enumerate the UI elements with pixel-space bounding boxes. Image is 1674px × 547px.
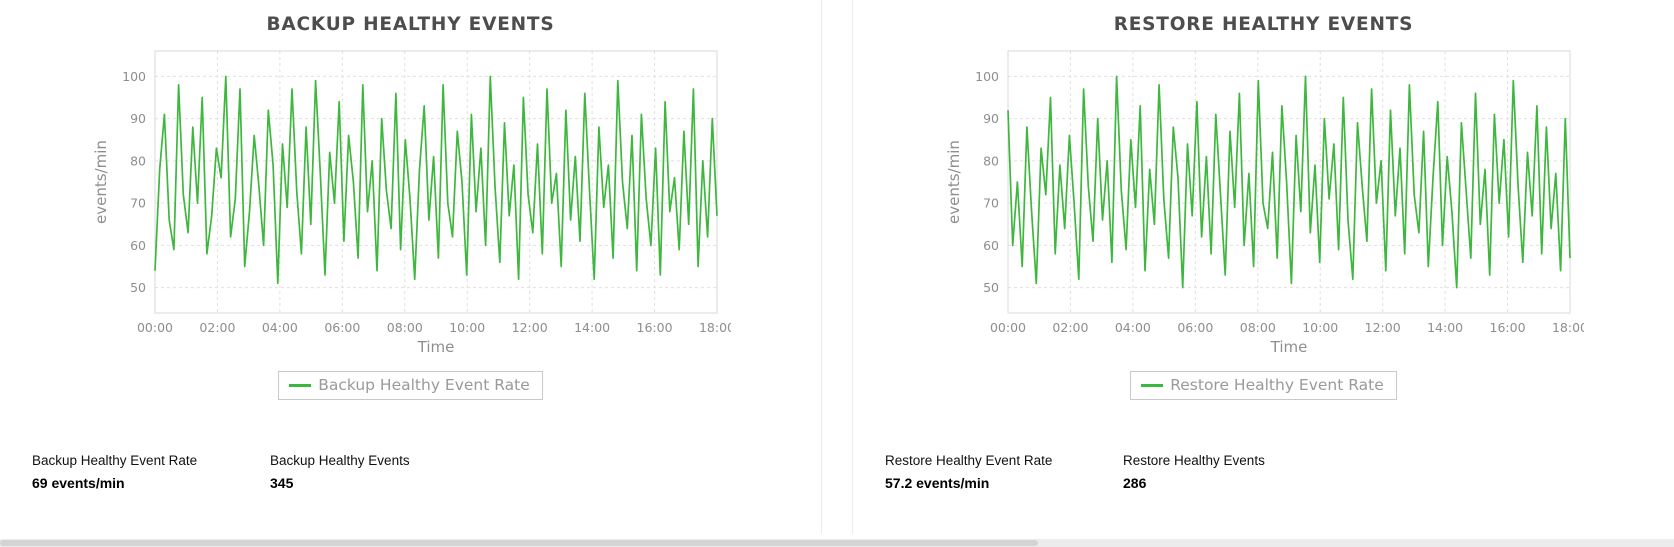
svg-text:100: 100 [122, 69, 146, 84]
stat-item: Restore Healthy Events 286 [1123, 450, 1361, 494]
restore-events-panel: RESTORE HEALTHY EVENTS 00:00 02:00 04:00 06… [852, 0, 1674, 534]
svg-text:60: 60 [983, 238, 999, 253]
stat-item: Backup Healthy Events 345 [270, 450, 508, 494]
svg-text:80: 80 [983, 153, 999, 168]
svg-text:Time: Time [1269, 338, 1307, 356]
svg-text:00:00: 00:00 [136, 320, 172, 335]
backup-events-panel: BACKUP HEALTHY EVENTS 00:00 02:00 04:00 06:… [0, 0, 822, 534]
svg-text:16:00: 16:00 [1489, 320, 1525, 335]
stat-value: 69 events/min [32, 474, 125, 491]
svg-text:06:00: 06:00 [324, 320, 360, 335]
svg-text:04:00: 04:00 [261, 320, 297, 335]
svg-text:12:00: 12:00 [1364, 320, 1400, 335]
svg-text:50: 50 [983, 280, 999, 295]
stat-label: Restore Healthy Event Rate [885, 453, 1053, 468]
svg-text:80: 80 [130, 153, 146, 168]
restore-legend[interactable]: Restore Healthy Event Rate [1130, 371, 1397, 400]
svg-text:90: 90 [983, 111, 999, 126]
horizontal-scrollbar[interactable] [0, 539, 1674, 547]
svg-text:18:00: 18:00 [1551, 320, 1583, 335]
svg-text:08:00: 08:00 [386, 320, 422, 335]
backup-legend[interactable]: Backup Healthy Event Rate [278, 371, 543, 400]
stat-label: Restore Healthy Events [1123, 453, 1265, 468]
svg-text:events/min: events/min [92, 140, 110, 224]
horizontal-scrollbar-thumb[interactable] [0, 540, 1038, 546]
svg-text:10:00: 10:00 [449, 320, 485, 335]
stat-item: Restore Healthy Event Rate 57.2 events/m… [885, 450, 1123, 494]
svg-text:00:00: 00:00 [989, 320, 1025, 335]
restore-legend-row: Restore Healthy Event Rate [853, 371, 1674, 400]
backup-chart-title: BACKUP HEALTHY EVENTS [266, 14, 555, 35]
svg-text:100: 100 [975, 69, 999, 84]
svg-text:90: 90 [130, 111, 146, 126]
stat-label: Backup Healthy Events [270, 453, 410, 468]
legend-label: Restore Healthy Event Rate [1170, 376, 1384, 394]
svg-text:02:00: 02:00 [1052, 320, 1088, 335]
svg-text:12:00: 12:00 [511, 320, 547, 335]
legend-line-swatch [289, 383, 312, 387]
svg-text:10:00: 10:00 [1302, 320, 1338, 335]
stat-label: Backup Healthy Event Rate [32, 453, 198, 468]
backup-legend-row: Backup Healthy Event Rate [0, 371, 821, 400]
svg-text:70: 70 [983, 196, 999, 211]
dashboard-panels: BACKUP HEALTHY EVENTS 00:00 02:00 04:00 06:… [0, 0, 1674, 534]
svg-text:06:00: 06:00 [1177, 320, 1213, 335]
stat-item: Backup Healthy Event Rate 69 events/min [32, 450, 270, 494]
svg-text:14:00: 14:00 [574, 320, 610, 335]
svg-text:18:00: 18:00 [698, 320, 730, 335]
restore-stats-row: Restore Healthy Event Rate 57.2 events/m… [853, 450, 1674, 494]
svg-text:Time: Time [416, 338, 454, 356]
svg-text:02:00: 02:00 [199, 320, 235, 335]
svg-text:04:00: 04:00 [1114, 320, 1150, 335]
restore-chart-title: RESTORE HEALTHY EVENTS [1113, 14, 1414, 35]
svg-text:60: 60 [130, 238, 146, 253]
stat-value: 286 [1123, 474, 1147, 491]
restore-chart-area: 00:00 02:00 04:00 06:00 08:00 10:00 12:00 14:00… [944, 39, 1584, 361]
svg-text:events/min: events/min [945, 140, 963, 224]
svg-text:70: 70 [130, 196, 146, 211]
restore-events-line-chart: 00:00 02:00 04:00 06:00 08:00 10:00 12:00 14:00… [945, 50, 1584, 356]
backup-chart-area: 00:00 02:00 04:00 06:00 08:00 10:00 12:00 14:00… [91, 39, 731, 361]
backup-events-line-chart: 00:00 02:00 04:00 06:00 08:00 10:00 12:00 14:00… [92, 50, 731, 356]
svg-text:50: 50 [130, 280, 146, 295]
backup-stats-row: Backup Healthy Event Rate 69 events/min … [0, 450, 821, 494]
stat-value: 57.2 events/min [885, 474, 990, 491]
svg-text:16:00: 16:00 [636, 320, 672, 335]
stat-value: 345 [270, 474, 294, 491]
legend-line-swatch [1141, 383, 1164, 387]
legend-label: Backup Healthy Event Rate [318, 376, 530, 394]
svg-text:14:00: 14:00 [1427, 320, 1463, 335]
svg-text:08:00: 08:00 [1239, 320, 1275, 335]
